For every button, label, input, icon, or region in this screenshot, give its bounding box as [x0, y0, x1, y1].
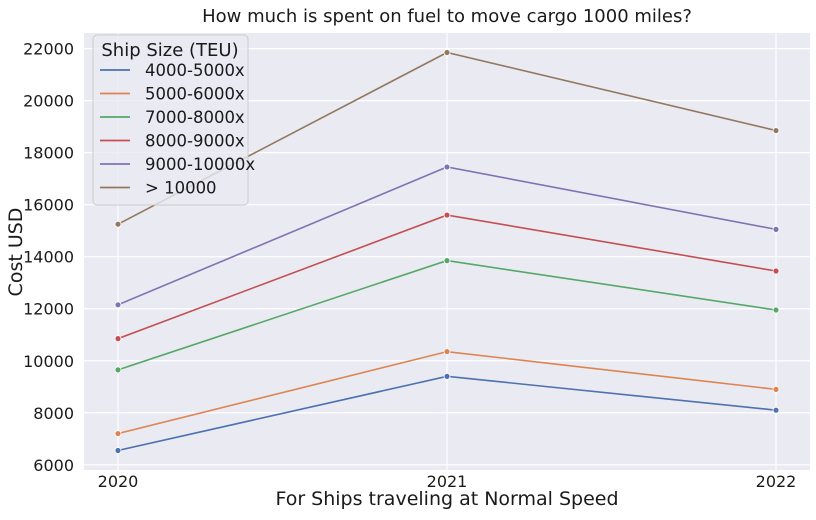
y-tick-label: 10000 — [23, 352, 74, 371]
data-point — [443, 49, 451, 56]
x-axis-label: For Ships traveling at Normal Speed — [275, 488, 618, 510]
data-point — [772, 267, 780, 275]
series-2 — [114, 348, 780, 437]
data-point — [443, 372, 451, 380]
x-tick-label: 2021 — [427, 472, 468, 491]
legend-label: 4000-5000x — [145, 61, 245, 80]
series-1 — [114, 372, 780, 454]
legend-label: 5000-6000x — [145, 85, 245, 104]
legend-item: > 10000 — [100, 179, 217, 198]
data-point — [443, 163, 451, 171]
chart-title: How much is spent on fuel to move cargo … — [202, 6, 692, 27]
legend-items: 4000-5000x 5000-6000x 7000-8000x 8000-9000x… — [100, 61, 255, 198]
series-3 — [114, 257, 780, 374]
legend-label: 7000-8000x — [145, 108, 245, 127]
y-tick-label: 6000 — [33, 456, 74, 475]
y-tick-label: 12000 — [23, 300, 74, 319]
y-tick-label: 8000 — [33, 404, 74, 423]
legend-item: 9000-10000x — [100, 155, 255, 174]
legend-item: 4000-5000x — [100, 61, 245, 80]
y-tick-label: 14000 — [23, 248, 74, 267]
legend-title: Ship Size (TEU) — [101, 40, 238, 61]
data-point — [772, 127, 780, 134]
x-tick-label: 2020 — [98, 472, 139, 491]
legend-box — [92, 34, 249, 206]
data-point — [443, 211, 451, 219]
data-point — [772, 406, 780, 414]
y-tick-label: 18000 — [23, 144, 74, 163]
series-4 — [114, 211, 780, 343]
legend-item: 8000-9000x — [100, 132, 245, 151]
data-point — [443, 257, 451, 265]
y-tick-label: 16000 — [23, 196, 74, 215]
legend: Ship Size (TEU) 4000-5000x 5000-6000x 7000… — [92, 34, 255, 206]
legend-label: 9000-10000x — [145, 155, 255, 174]
data-point — [114, 335, 122, 343]
data-point — [114, 430, 122, 437]
data-point — [772, 306, 780, 314]
tick-labels: 6000 8000 10000 12000 14000 16000 18000 20000 22… — [23, 40, 796, 491]
data-point — [114, 301, 122, 309]
y-tick-label: 22000 — [23, 40, 74, 59]
x-tick-label: 2022 — [756, 472, 797, 491]
data-point — [443, 348, 451, 356]
legend-item: 5000-6000x — [100, 85, 245, 104]
data-point — [114, 220, 122, 228]
y-tick-label: 20000 — [23, 92, 74, 111]
legend-label: 8000-9000x — [145, 132, 245, 151]
data-point — [114, 366, 122, 374]
data-point — [772, 225, 780, 233]
data-point — [772, 385, 780, 393]
series-5 — [114, 163, 780, 309]
data-point — [114, 447, 122, 454]
legend-item: 7000-8000x — [100, 108, 245, 127]
y-axis-label: Cost USD — [5, 208, 27, 297]
legend-label: > 10000 — [145, 179, 217, 198]
